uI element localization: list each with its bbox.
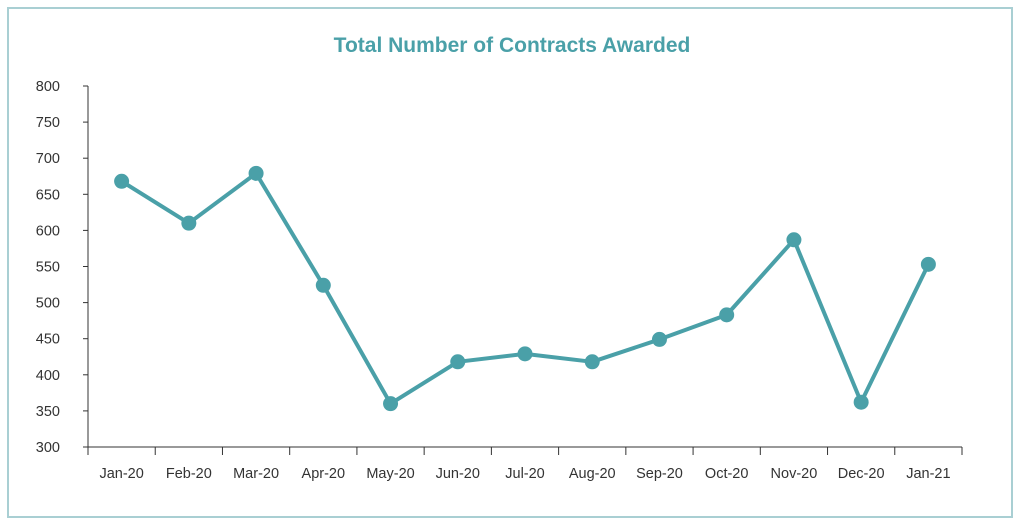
x-tick-label: Aug-20: [569, 466, 616, 482]
y-tick-label: 450: [36, 332, 60, 348]
data-point: [651, 331, 667, 347]
y-tick-label: 350: [36, 404, 60, 420]
data-point: [719, 307, 735, 323]
y-tick-label: 500: [36, 296, 60, 312]
x-tick-label: Oct-20: [705, 466, 749, 482]
data-point: [786, 232, 802, 248]
x-tick-label: Nov-20: [771, 466, 818, 482]
series-line: [120, 171, 931, 406]
data-point: [383, 396, 399, 412]
x-tick-label: Dec-20: [838, 466, 885, 482]
data-point: [920, 256, 936, 272]
data-point: [584, 354, 600, 370]
data-point: [114, 173, 130, 189]
x-tick-label: Jan-20: [99, 466, 143, 482]
x-tick-label: Feb-20: [166, 466, 212, 482]
x-tick-label: Jun-20: [436, 466, 480, 482]
y-tick-label: 700: [36, 151, 60, 167]
y-tick-label: 400: [36, 368, 60, 384]
x-tick-label: May-20: [366, 466, 414, 482]
x-tick-label: Jan-21: [906, 466, 950, 482]
x-tick-label: Jul-20: [505, 466, 545, 482]
data-point: [517, 346, 533, 362]
chart-title: Total Number of Contracts Awarded: [333, 34, 691, 57]
y-tick-label: 650: [36, 187, 60, 203]
data-point: [248, 165, 264, 181]
data-point: [315, 277, 331, 293]
x-tick-label: Sep-20: [636, 466, 683, 482]
data-point: [181, 215, 197, 231]
x-axis: Jan-20 Feb-20 Mar-20 Apr-20 May-20 Jun-20 Jul-…: [87, 446, 963, 482]
y-tick-label: 750: [36, 115, 60, 131]
chart-frame: [7, 7, 1013, 518]
y-tick-label: 550: [36, 260, 60, 276]
y-tick-label: 300: [36, 440, 60, 456]
data-point: [450, 354, 466, 370]
y-axis: 300 350 400 450 500 550 600 650 700 750 800: [36, 79, 89, 456]
y-tick-label: 800: [36, 79, 60, 95]
y-tick-label: 600: [36, 223, 60, 239]
data-point: [853, 394, 869, 410]
x-tick-label: Mar-20: [233, 466, 279, 482]
series: [114, 165, 936, 412]
x-tick-label: Apr-20: [302, 466, 346, 482]
